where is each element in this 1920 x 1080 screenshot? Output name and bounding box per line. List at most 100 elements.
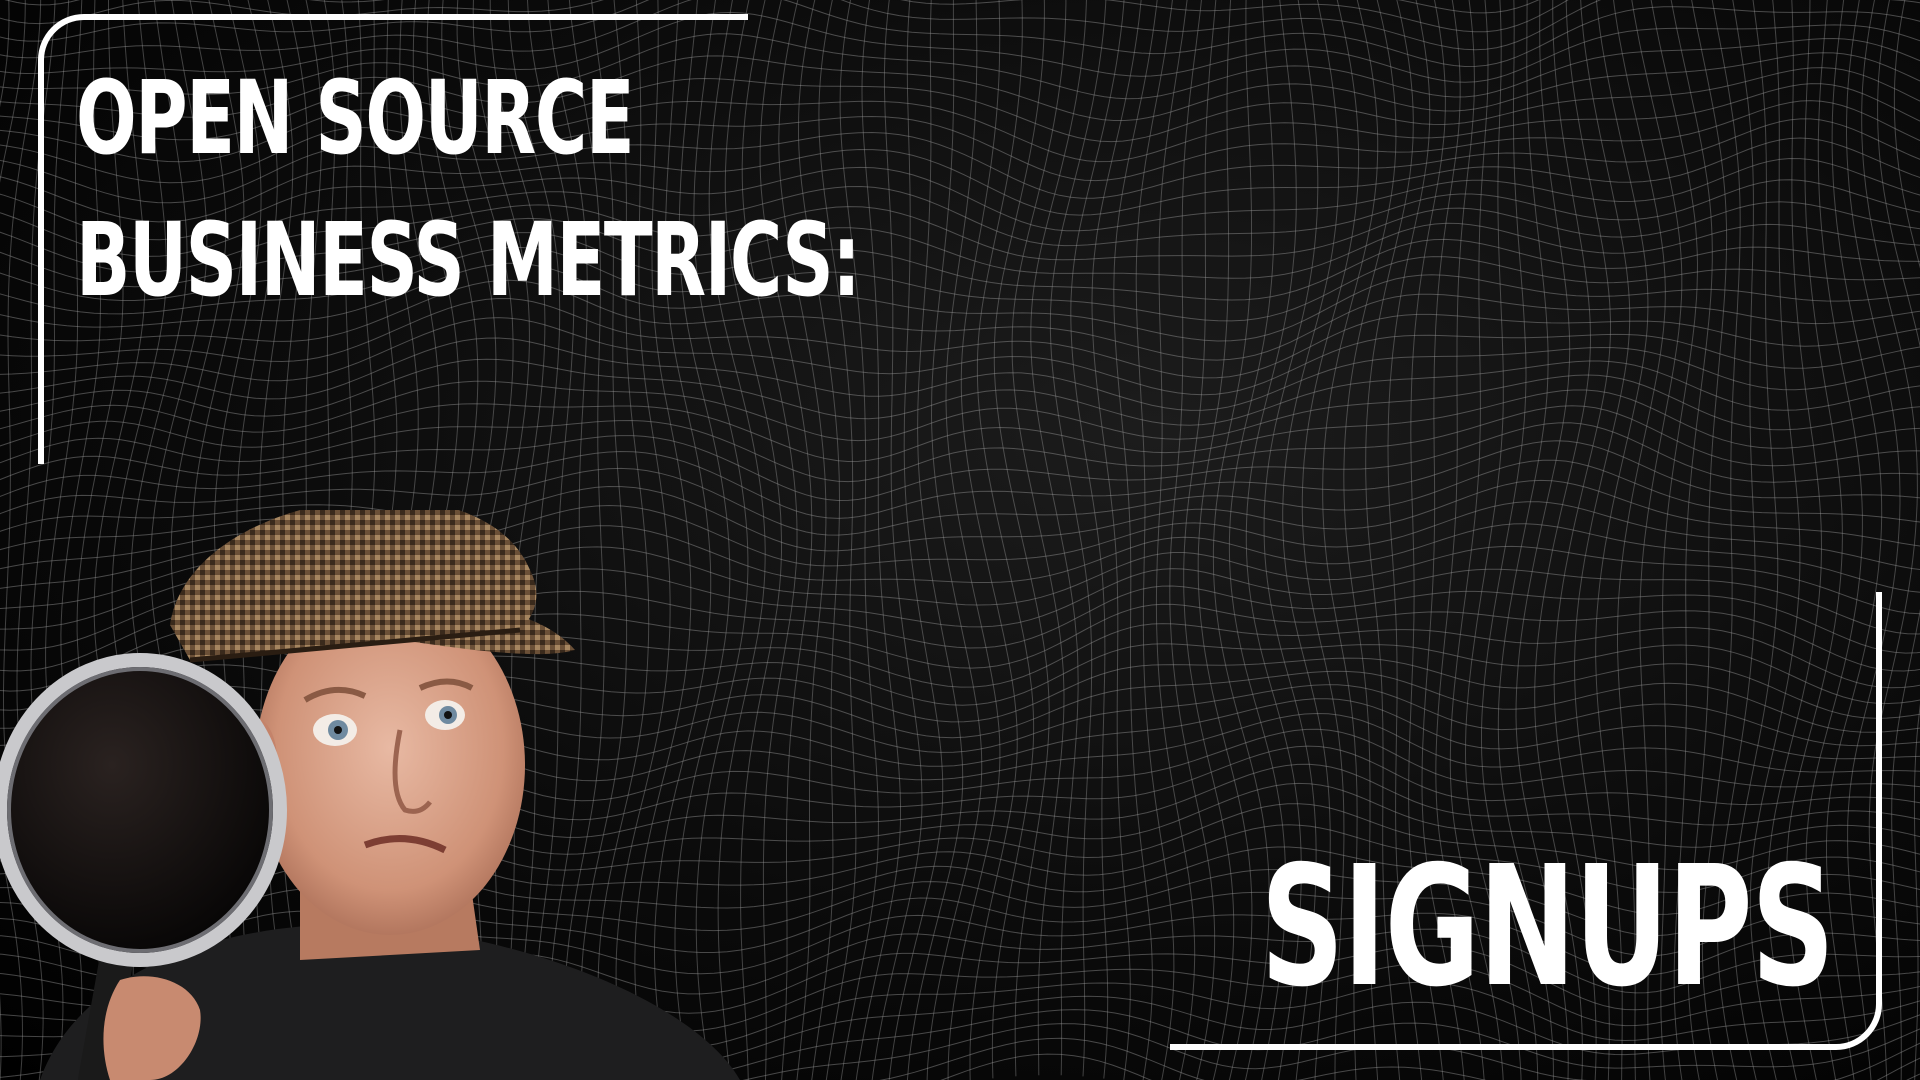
mesh-line [888,0,944,1080]
mesh-line [0,440,1920,519]
mesh-line [0,358,1920,426]
mesh-line [1408,0,1446,1080]
mesh-line [1435,0,1485,1080]
mesh-line [993,0,1050,1077]
mesh-line [1155,0,1196,1080]
mesh-line [547,0,588,1080]
mesh-line [871,0,923,1080]
mesh-line [654,0,712,1080]
mesh-line [1497,0,1554,1080]
mesh-line [1786,0,1843,1080]
person-with-magnifying-glass [0,510,740,1080]
mesh-line [0,118,1920,204]
mesh-line [1826,0,1883,1080]
mesh-line [597,0,650,1080]
mesh-line [839,0,879,1080]
mesh-line [1449,0,1504,1080]
mesh-line [708,0,766,1080]
mesh-line [0,337,1920,411]
mesh-line [1861,0,1918,1080]
mesh-line [0,0,1920,68]
mesh-line [1574,0,1631,1080]
mesh-line [0,887,1920,957]
mesh-line [0,0,26,1080]
mesh-line [1732,0,1779,1080]
mesh-line [674,0,731,1080]
mesh-line [0,317,1920,396]
mesh-line [0,52,1920,121]
mesh-line [0,33,1920,100]
mesh-line [1387,0,1431,1080]
mesh-line [1301,0,1360,1080]
mesh-line [1245,0,1302,1080]
mesh-line [0,374,1920,442]
mesh-line [1030,0,1087,1076]
mesh-line [1749,0,1801,1080]
mesh-line [1464,0,1522,1080]
mesh-line [1113,0,1158,1080]
mesh-line [818,0,857,1080]
mesh-line [615,0,671,1080]
mesh-line [489,0,546,1080]
mesh-line [0,297,1920,379]
mesh-line [1613,0,1666,1080]
mesh-line [960,0,1018,1080]
mesh-line [1534,0,1592,1080]
topic-label: SIGNUPS [1261,831,1835,1024]
mesh-line [0,389,1920,463]
mesh-line [0,157,1920,241]
mesh-line [759,0,813,1080]
mesh-line [976,0,1035,1079]
mesh-line [0,279,1920,361]
mesh-line [1091,0,1142,1080]
mesh-line [906,0,964,1080]
headline-line-2: BUSINESS METRICS: [76,201,861,320]
mesh-line [1212,0,1270,1080]
mesh-line [1197,0,1253,1080]
mesh-line [1263,0,1319,1080]
mesh-line [1421,0,1465,1080]
mesh-line [1070,0,1125,1079]
mesh-line [1183,0,1235,1080]
mesh-line [1169,0,1216,1080]
mesh-line [855,0,901,1080]
mesh-line [1228,0,1287,1080]
mesh-line [1553,0,1611,1080]
mesh-line [1687,0,1728,1080]
mesh-line [1670,0,1713,1080]
mesh-line [1595,0,1649,1080]
mesh-line [724,0,782,1080]
mesh-line [945,0,1001,1080]
mesh-line [1011,0,1067,1076]
mesh-line [1515,0,1571,1080]
mesh-line [1805,0,1863,1080]
headline: OPEN SOURCE BUSINESS METRICS: [76,48,861,332]
mesh-line [1481,0,1539,1080]
mesh-line [926,0,983,1080]
mesh-line [0,405,1920,483]
mesh-line [693,0,749,1080]
mesh-line [1877,0,1920,1080]
mesh-line [741,0,798,1080]
mesh-line [1717,0,1756,1080]
mesh-line [1135,0,1175,1080]
headline-line-1: OPEN SOURCE [76,59,635,178]
mesh-line [0,179,1920,257]
mesh-line [1845,0,1901,1080]
mesh-line [1343,0,1397,1080]
mesh-line [0,246,1920,322]
mesh-line [1767,0,1823,1080]
mesh-line [0,1053,1920,1080]
mesh-line [0,459,1920,536]
mesh-line [0,901,1920,976]
mesh-line [798,0,841,1080]
mesh-line [0,137,1920,223]
mesh-line [580,0,628,1080]
mesh-line [634,0,692,1080]
mesh-line [1701,0,1741,1080]
mesh-line [0,11,1920,83]
mesh-line [527,0,575,1080]
mesh-line [1282,0,1340,1080]
